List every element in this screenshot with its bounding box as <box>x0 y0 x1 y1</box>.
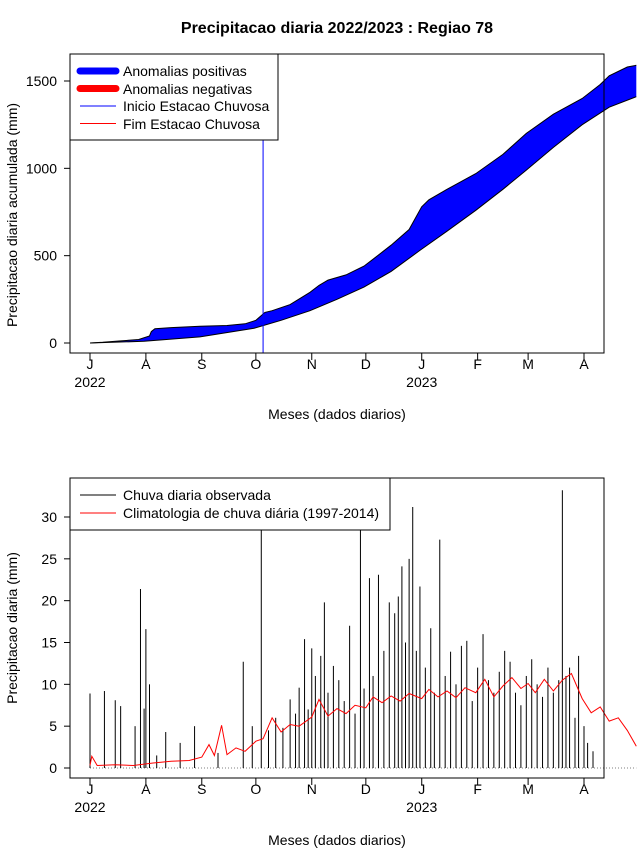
x-axis: J A S O N D J F M A 2022 2023 <box>74 353 589 390</box>
y-tick-label: 30 <box>41 509 57 525</box>
x-tick-label: S <box>197 781 206 797</box>
year-label: 2022 <box>74 374 105 390</box>
x-tick-label: A <box>141 356 151 372</box>
legend-box <box>69 477 391 531</box>
plot-frame <box>69 53 605 354</box>
x-axis: J A S O N D J F M A 2022 2023 <box>74 778 589 815</box>
x-tick-label: J <box>418 781 425 797</box>
year-label: 2022 <box>74 799 105 815</box>
year-label: 2023 <box>406 799 437 815</box>
legend-label-negative: Anomalias negativas <box>123 81 252 97</box>
legend-label-observed: Chuva diaria observada <box>123 487 271 503</box>
y-tick-label: 0 <box>49 760 57 776</box>
daily-rain-bars <box>89 490 637 769</box>
x-tick-label: M <box>522 781 534 797</box>
daily-chart: 0 5 10 15 20 25 30 J A S O N D J F M A 2022 2023 Precipit… <box>4 477 637 848</box>
x-tick-label: O <box>250 781 261 797</box>
y-axis: 0 5 10 15 20 25 30 <box>41 509 70 776</box>
climatology-line <box>89 672 637 767</box>
x-tick-label: A <box>141 781 151 797</box>
legend-label-positive: Anomalias positivas <box>123 63 247 79</box>
x-tick-label: S <box>197 356 206 372</box>
x-tick-label: F <box>473 356 482 372</box>
x-tick-label: J <box>87 781 94 797</box>
x-axis-label: Meses (dados diarios) <box>268 406 406 422</box>
x-tick-label: O <box>250 356 261 372</box>
legend-label-start: Inicio Estacao Chuvosa <box>123 98 270 114</box>
x-tick-label: D <box>361 781 371 797</box>
legend: Chuva diaria observada Climatologia de c… <box>69 477 391 531</box>
y-tick-label: 0 <box>49 335 57 351</box>
legend-label-climatology: Climatologia de chuva diária (1997-2014) <box>123 505 379 521</box>
x-tick-label: J <box>87 356 94 372</box>
y-tick-label: 20 <box>41 593 57 609</box>
x-tick-label: N <box>307 356 317 372</box>
x-axis-label: Meses (dados diarios) <box>268 832 406 848</box>
y-axis: 0 500 1000 1500 <box>26 73 70 351</box>
y-tick-label: 10 <box>41 676 57 692</box>
y-tick-label: 5 <box>49 718 57 734</box>
x-tick-label: F <box>473 781 482 797</box>
cumulative-chart: Precipitacao diaria 2022/2023 : Regiao 7… <box>4 20 637 422</box>
y-tick-label: 25 <box>41 551 57 567</box>
climatology-series-line <box>89 672 637 767</box>
x-tick-label: J <box>418 356 425 372</box>
x-tick-label: M <box>522 356 534 372</box>
cumulative-lines <box>89 64 637 344</box>
y-tick-label: 500 <box>34 248 58 264</box>
y-tick-label: 15 <box>41 635 57 651</box>
x-tick-label: D <box>361 356 371 372</box>
legend-label-end: Fim Estacao Chuvosa <box>123 116 260 132</box>
x-tick-label: N <box>307 781 317 797</box>
climatology-cumulative-line <box>89 96 637 344</box>
x-tick-label: A <box>579 781 589 797</box>
year-label: 2023 <box>406 374 437 390</box>
y-tick-label: 1000 <box>26 160 57 176</box>
observed-cumulative-line <box>89 64 637 344</box>
y-axis-label: Precipitacao diaria (mm) <box>4 552 20 704</box>
legend: Anomalias positivas Anomalias negativas … <box>69 53 279 141</box>
y-tick-label: 1500 <box>26 73 57 89</box>
y-axis-label: Precipitacao diaria acumulada (mm) <box>4 103 20 327</box>
chart-title: Precipitacao diaria 2022/2023 : Regiao 7… <box>181 20 493 37</box>
x-tick-label: A <box>579 356 589 372</box>
